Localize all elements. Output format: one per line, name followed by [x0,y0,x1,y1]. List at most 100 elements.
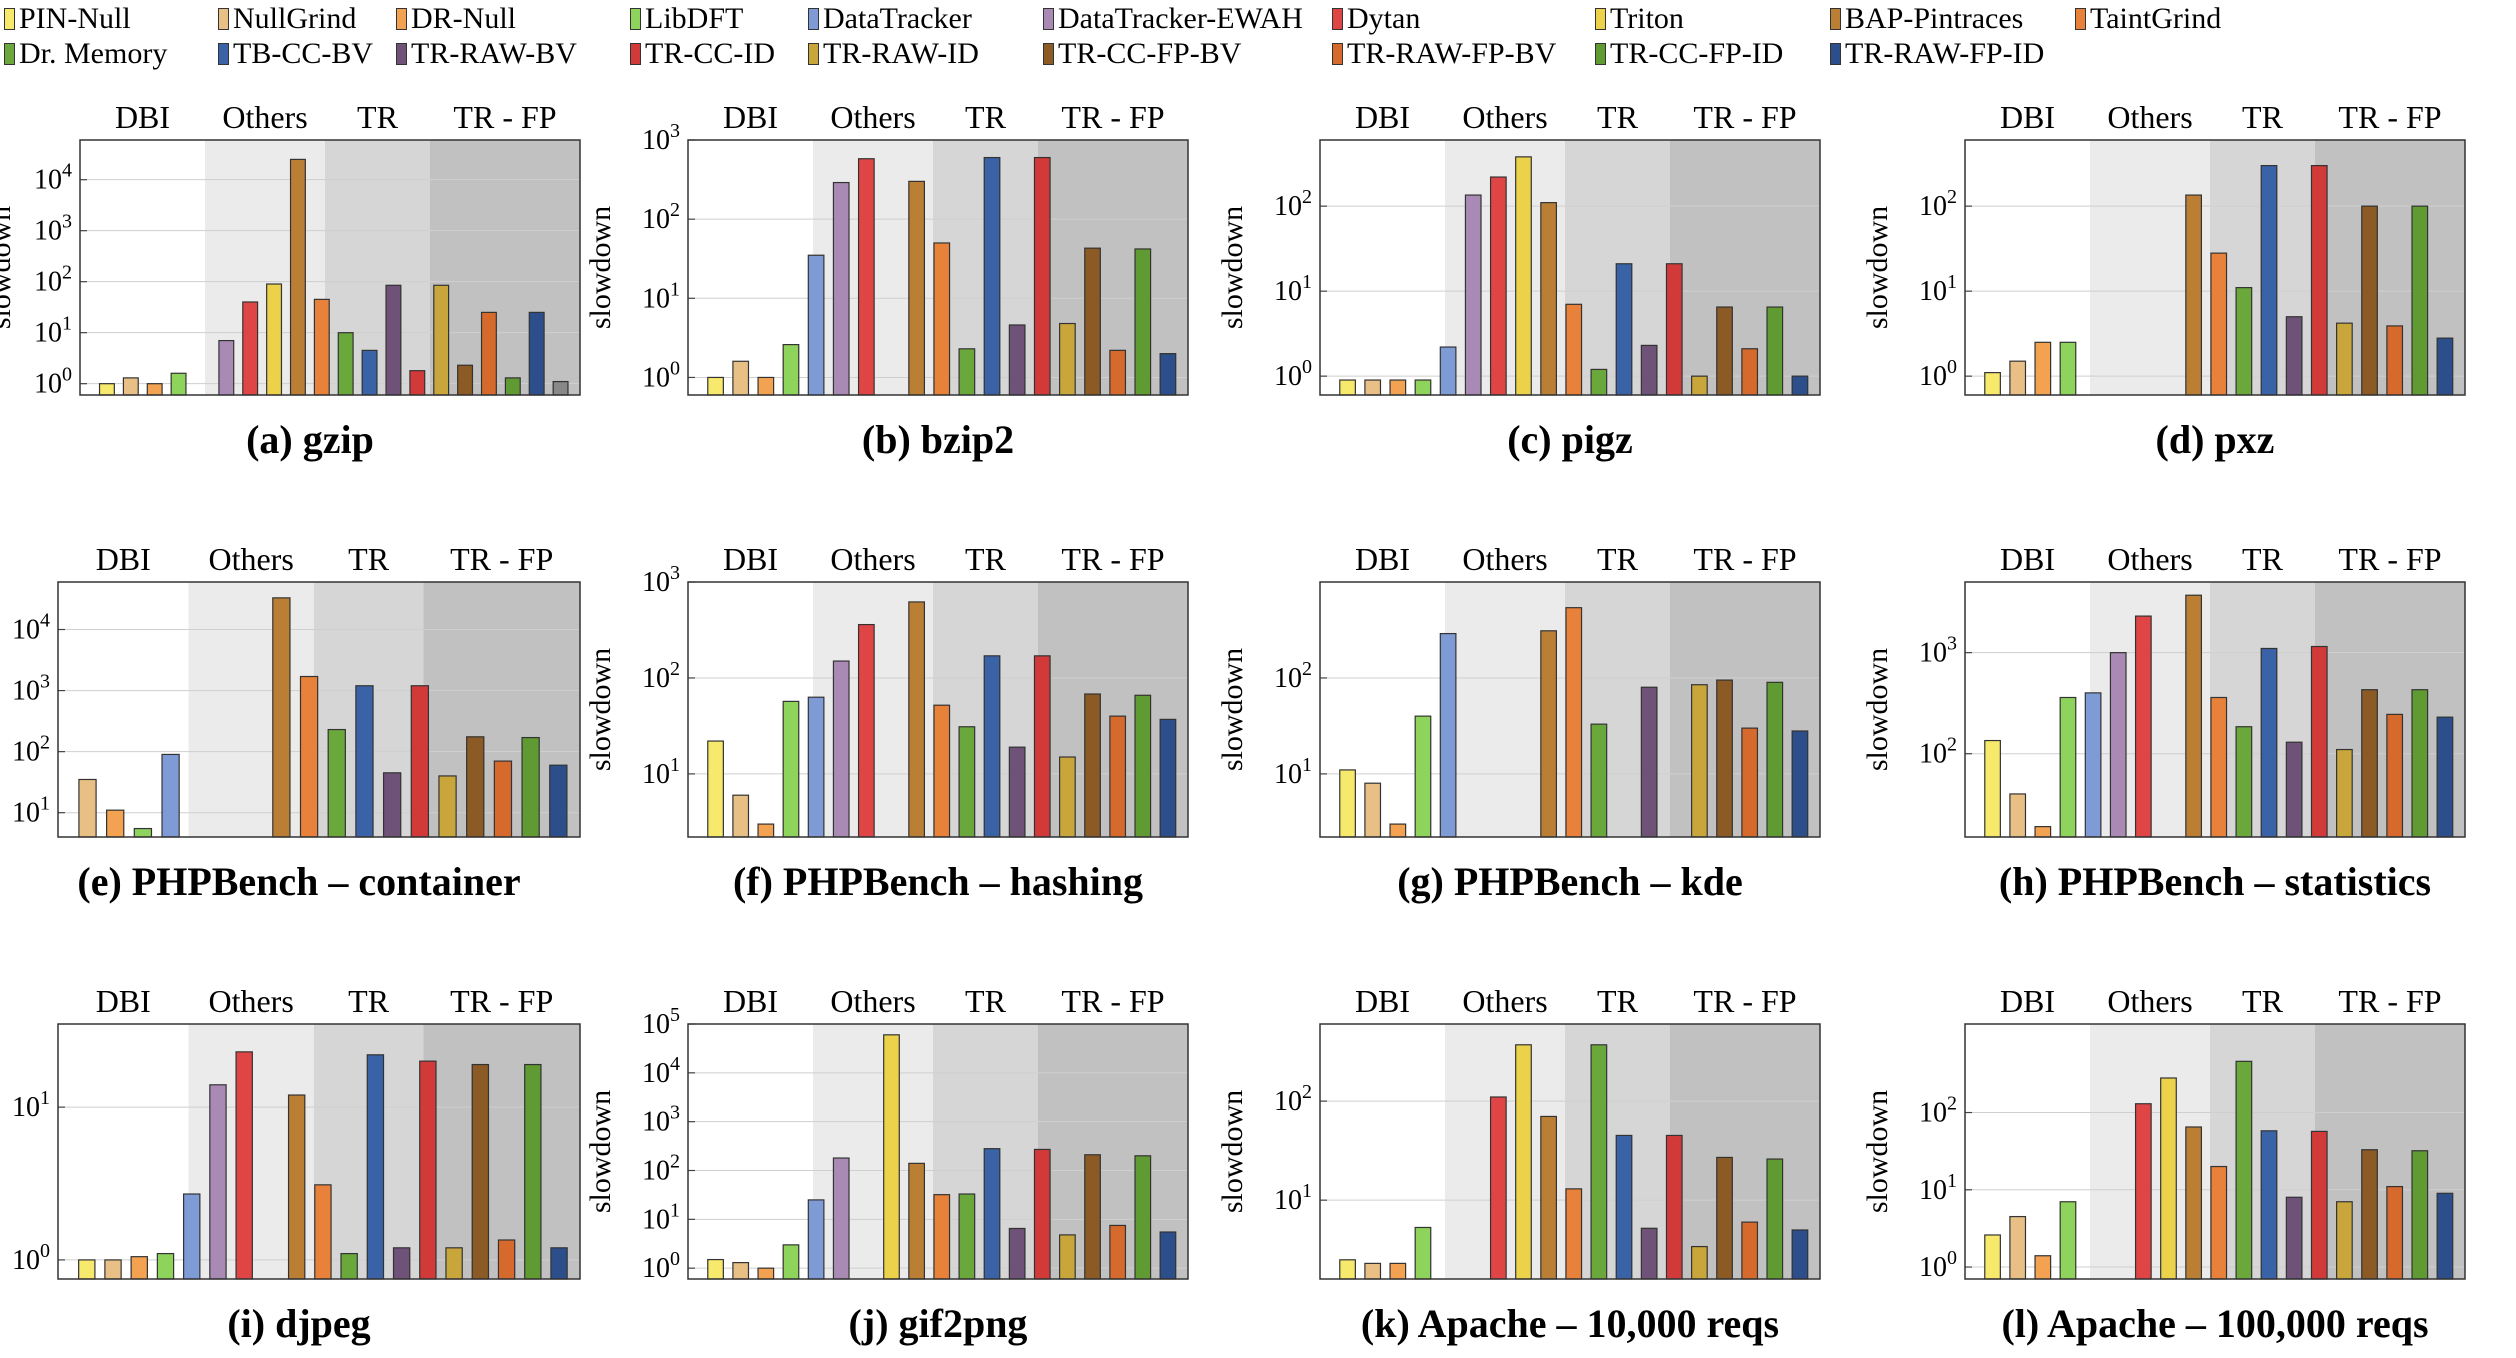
bar [1134,1155,1152,1280]
bar [1414,1226,1432,1280]
bar [707,376,724,396]
legend-item: TB-CC-BV [218,37,373,71]
chart: DBI Others TR TR - FP 100 101 102 slowdown (l) A… [1861,983,2466,1346]
section-label: TR - FP [1061,99,1164,135]
bar [471,1063,490,1280]
bar [933,242,951,396]
bar [1439,632,1457,838]
bar [2059,696,2077,838]
bar [933,1194,951,1280]
bar [1615,263,1633,396]
bar [480,311,497,396]
tick-label: 100 [34,364,72,400]
tick-label: 102 [1919,734,1957,770]
bar [2361,205,2378,396]
bar [2386,325,2404,396]
chart: DBI Others TR TR - FP 102 103 slowdown (h) PHPB… [1861,541,2466,904]
bar [1159,1231,1177,1280]
bar [1084,247,1101,396]
bar [289,158,306,396]
section-label: Others [1462,983,1547,1019]
bar [1339,769,1356,838]
bar [266,283,283,396]
bar [1640,686,1658,838]
legend-swatch [396,43,407,65]
bar [438,775,457,838]
y-axis-label: slowdown [1861,648,1894,771]
section-label: Others [208,541,293,577]
bar [857,158,875,396]
tick-label: 103 [642,562,680,598]
section-label: TR - FP [2338,541,2441,577]
bar [2336,748,2353,838]
bar [2034,1255,2052,1280]
bar [2134,615,2152,838]
bar [807,1199,825,1280]
bar [1033,1148,1051,1280]
bar [433,284,450,396]
section-label: TR - FP [1061,541,1164,577]
bar [1059,1234,1076,1280]
bar [983,156,1001,396]
chart-title: (f) PHPBench – hashing [733,859,1143,904]
chart: DBI Others TR TR - FP 100 101 102 103 slowdown (b… [584,99,1189,462]
bar [1565,607,1583,838]
legend-item: TaintGrind [2075,2,2221,36]
bar [1464,194,1482,396]
bar [707,1258,724,1280]
tick-label: 102 [1274,186,1312,222]
bar [2310,164,2328,396]
tick-label: 102 [1919,1093,1957,1129]
y-axis-label: slowdown [1861,1090,1894,1213]
bar [2059,341,2077,396]
y-axis-label: slowdown [1861,206,1894,329]
legend-swatch [1332,43,1343,65]
bar [209,1084,227,1280]
bar [355,685,374,838]
bar [807,696,825,838]
legend-swatch [1595,43,1606,65]
bar [2336,1201,2353,1280]
bar [2411,689,2429,838]
legend-label: Dytan [1347,2,1421,35]
bar [1364,379,1382,396]
legend-item: TR-CC-ID [630,37,775,71]
bar [156,1252,175,1280]
bar [419,1060,437,1280]
bar [883,1034,900,1280]
plot-frame [57,581,581,838]
tick-label: 100 [642,357,680,393]
bar [1033,156,1051,396]
bar [908,601,926,838]
bar [2235,287,2253,396]
bar [958,348,976,396]
legend-swatch [4,8,15,30]
y-axis-label: slowdown [584,648,617,771]
bar [2361,689,2378,838]
bar [382,772,402,838]
bar [2185,594,2203,838]
tick-label: 101 [1274,754,1312,790]
section-label: TR - FP [2338,99,2441,135]
bar [2109,652,2127,838]
bar [313,298,330,396]
y-axis-label: slowdown [1216,206,1249,329]
bar [410,685,430,838]
tick-label: 101 [642,1199,680,1235]
tick-label: 102 [1919,186,1957,222]
section-background [430,140,580,395]
bar [2009,360,2027,396]
legend-label: LibDFT [645,2,744,35]
bar [1691,1245,1708,1280]
bar [170,372,187,396]
bar [2185,1126,2203,1280]
y-axis-label: slowdown [1216,1090,1249,1213]
chart-title: (l) Apache – 100,000 reqs [2001,1301,2428,1346]
chart: DBI Others TR TR - FP 100 101 102 slowdown (d) p… [1861,99,2466,462]
tick-label: 102 [34,262,72,298]
bar [1364,782,1382,838]
legend-swatch [1043,8,1054,30]
bar [1515,156,1532,396]
legend-item: BAP-Pintraces [1830,2,2023,36]
legend-item: TR-CC-FP-ID [1595,37,1783,71]
